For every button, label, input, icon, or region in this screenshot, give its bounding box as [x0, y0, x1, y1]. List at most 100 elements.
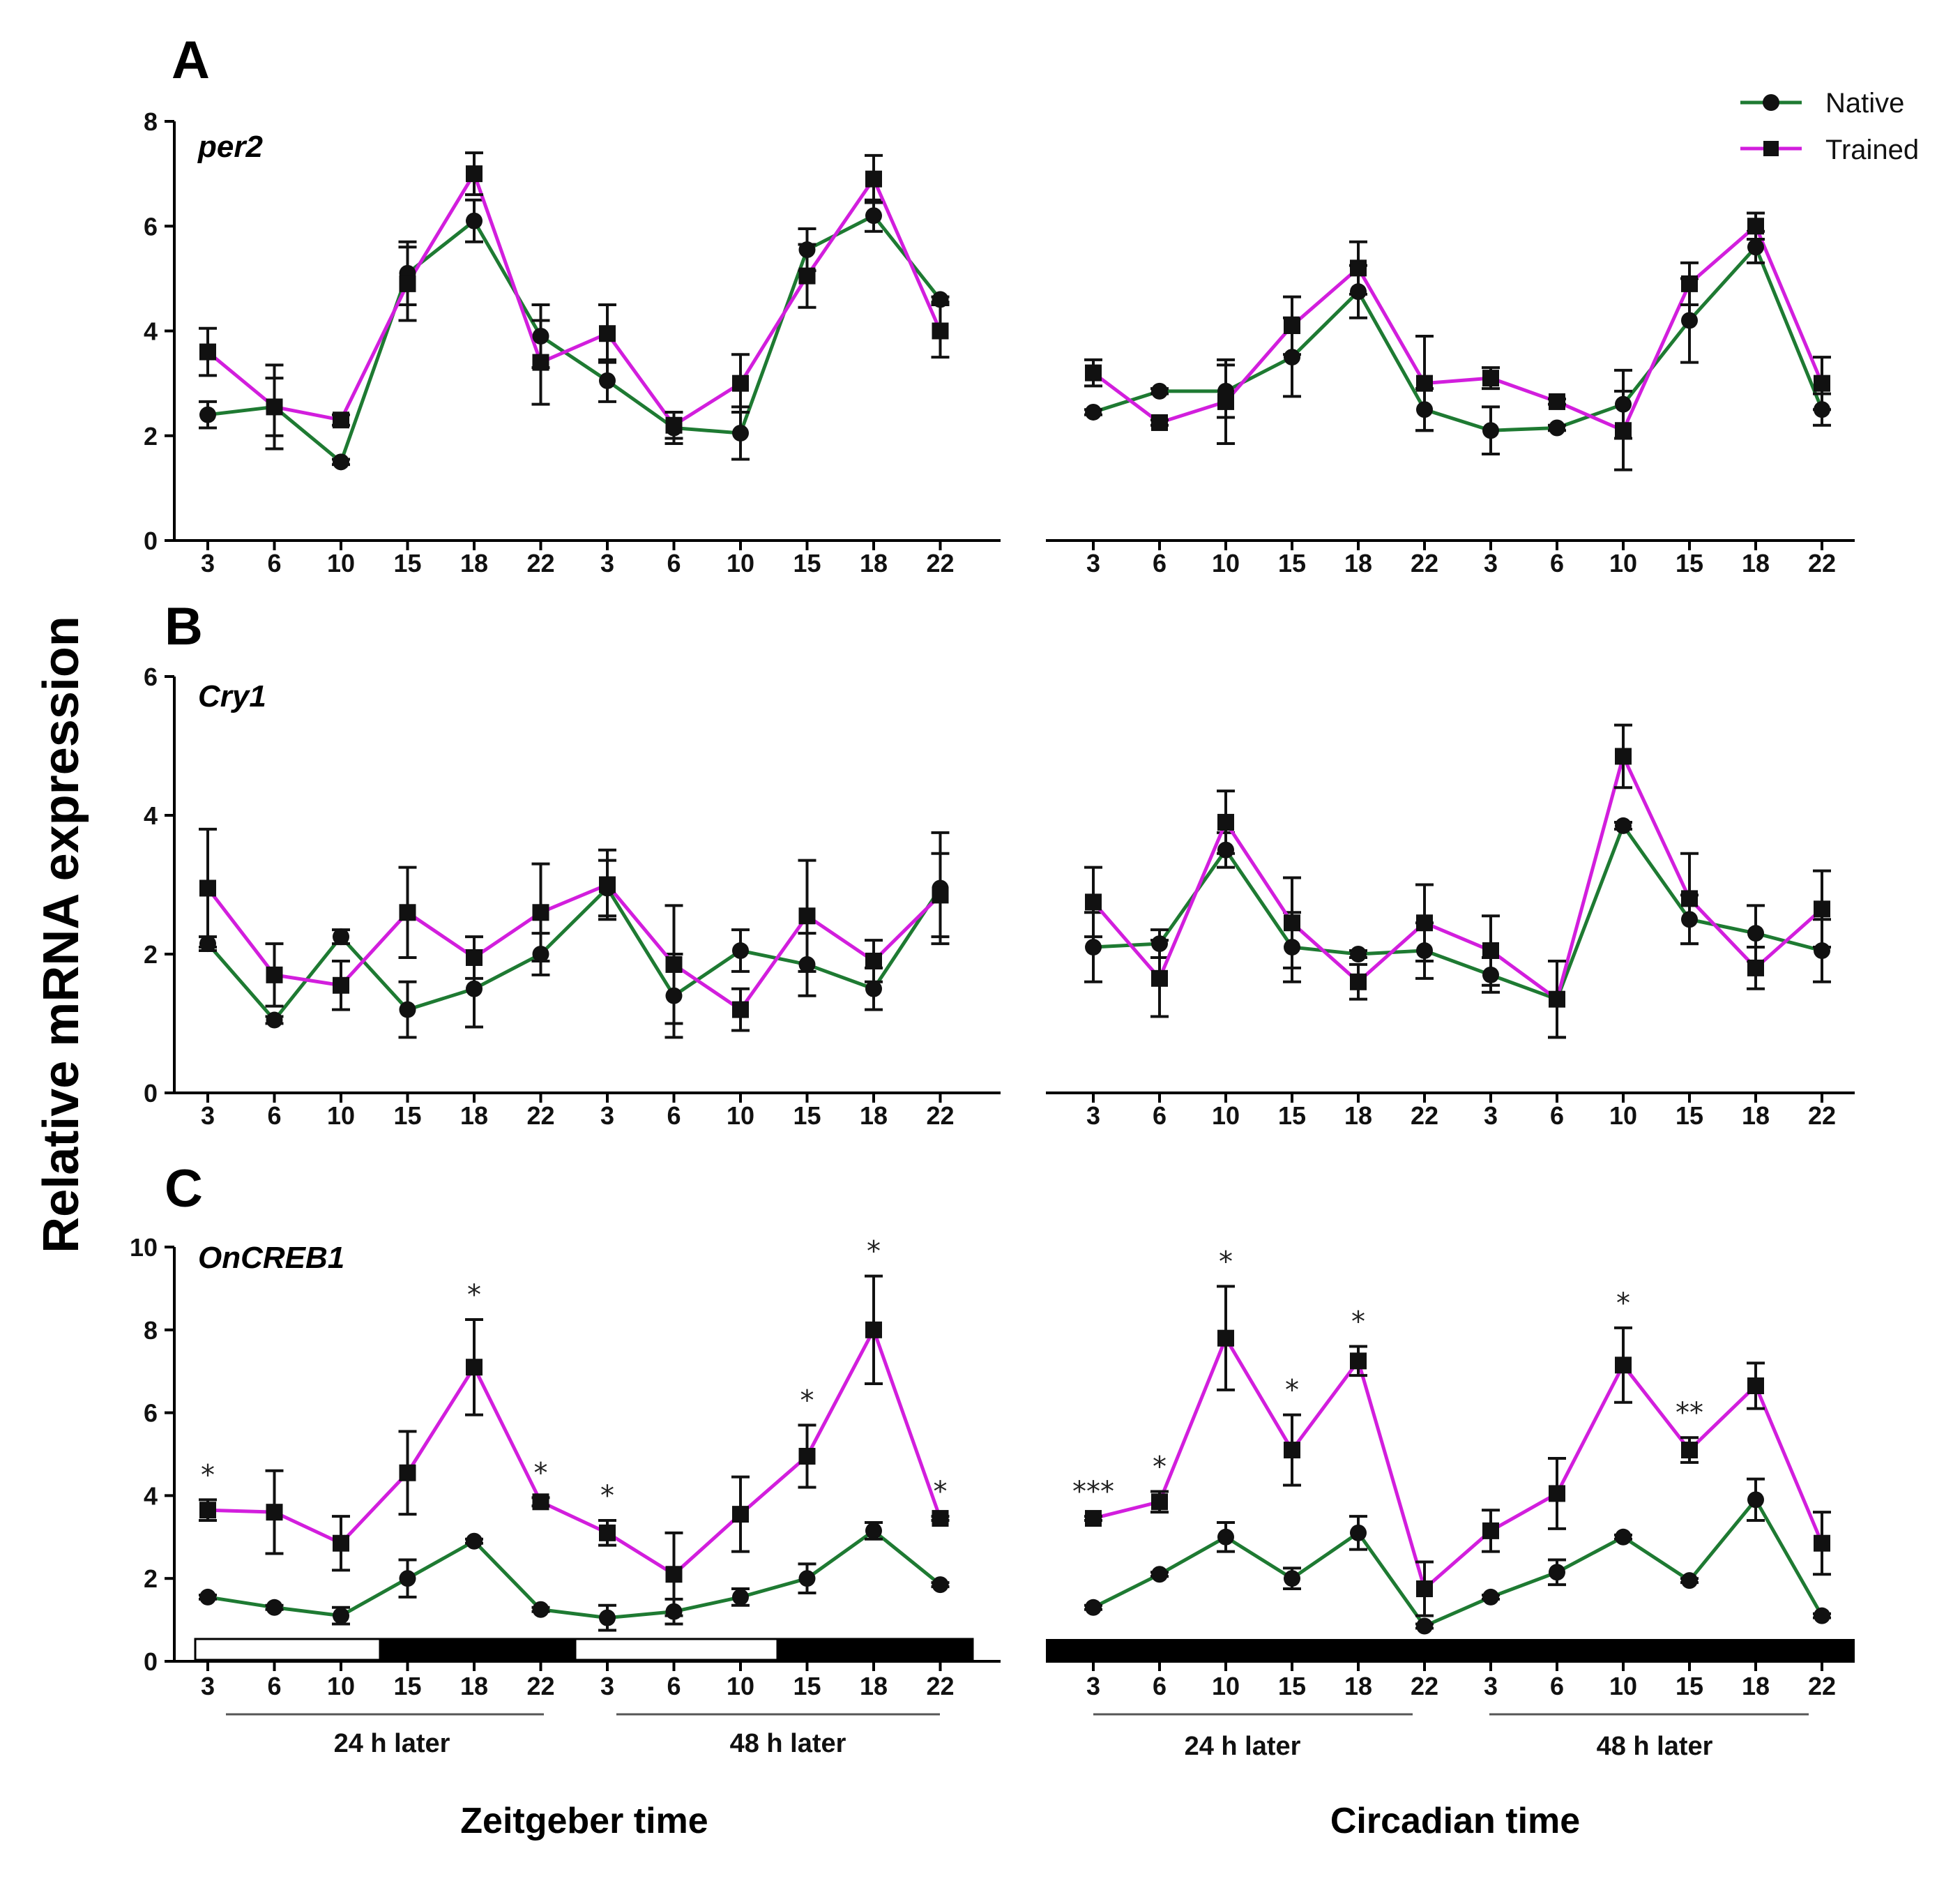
x-tick-label: 3: [600, 549, 614, 577]
data-point-native: [1284, 939, 1300, 956]
x-tick-label: 6: [667, 1101, 681, 1130]
data-point-trained: [1284, 914, 1300, 932]
x-tick-label: 3: [600, 1101, 614, 1130]
data-point-native: [732, 942, 749, 960]
data-point-native: [333, 453, 349, 471]
data-point-trained: [199, 343, 216, 361]
x-tick-label: 18: [1344, 1101, 1372, 1130]
data-point-trained: [865, 952, 882, 969]
x-tick-label: 6: [1550, 549, 1564, 577]
series-line-native: [1092, 1497, 1824, 1629]
data-point-trained: [1217, 813, 1234, 831]
x-tick-label: 15: [393, 1672, 421, 1700]
data-point-native: [1284, 1570, 1300, 1587]
legend-native-marker: [1763, 94, 1779, 111]
data-point-trained: [466, 165, 483, 183]
y-tick-label: 8: [144, 107, 158, 136]
significance-marker: ***: [1072, 1476, 1114, 1508]
y-tick-label: 2: [144, 1564, 158, 1593]
x-tick-label: 3: [600, 1672, 614, 1700]
data-point-native: [1085, 403, 1102, 421]
data-point-native: [1681, 911, 1698, 928]
data-point-trained: [1482, 942, 1499, 960]
x-tick-label: 15: [793, 549, 821, 577]
data-point-trained: [665, 1566, 683, 1583]
x-tick-label: 15: [1676, 1101, 1703, 1130]
x-tick-label: 15: [1278, 1672, 1306, 1700]
significance-marker: **: [1676, 1397, 1703, 1429]
significance-marker: *: [1616, 1287, 1630, 1320]
y-tick-label: 6: [144, 663, 158, 691]
series-line-native: [206, 886, 942, 1022]
data-point-trained: [798, 267, 816, 285]
x-tick-label: 22: [1808, 549, 1836, 577]
data-point-trained: [599, 876, 616, 893]
gene-label-oncreb1: OnCREB1: [198, 1241, 344, 1275]
data-point-native: [399, 1001, 416, 1018]
panel-b-ct: 3 6 10 15 18 22 3 6 10 15 18 22: [1046, 723, 1855, 1130]
x-tick-label: 22: [1411, 1101, 1438, 1130]
x-tick-label: 22: [926, 1672, 954, 1700]
x-tick-label: 6: [1550, 1672, 1564, 1700]
y-tick-label: 10: [130, 1233, 158, 1262]
x-tick-label: 6: [1550, 1101, 1564, 1130]
significance-marker: *: [934, 1476, 948, 1508]
series-line-trained: [1092, 754, 1823, 1002]
data-point-trained: [1284, 317, 1300, 334]
data-point-trained: [1482, 370, 1499, 387]
data-point-native: [1681, 1572, 1698, 1589]
data-point-native: [532, 328, 549, 345]
data-point-trained: [199, 879, 216, 897]
x-tick-label: 22: [1411, 1672, 1438, 1700]
data-point-native: [1615, 395, 1632, 413]
x-title-zeitgeber: Zeitgeber time: [460, 1801, 708, 1841]
y-tick-label: 0: [144, 1079, 158, 1108]
y-tick-label: 0: [144, 1647, 158, 1676]
data-point-native: [865, 207, 882, 225]
data-point-trained: [932, 1510, 949, 1527]
data-point-trained: [333, 1534, 349, 1552]
data-point-trained: [333, 411, 349, 429]
data-point-native: [1350, 946, 1367, 962]
data-point-trained: [798, 907, 816, 925]
significance-marker: *: [1285, 1375, 1299, 1407]
data-point-native: [1681, 312, 1698, 329]
x-tick-label: 15: [1676, 549, 1703, 577]
series-line-trained: [206, 172, 942, 428]
data-point-trained: [1151, 969, 1168, 987]
data-point-trained: [599, 1524, 616, 1541]
day-label-zt-48h: 48 h later: [730, 1729, 846, 1758]
data-point-trained: [399, 904, 416, 921]
data-point-trained: [1747, 959, 1764, 976]
data-point-native: [1747, 1491, 1764, 1509]
x-tick-label: 15: [1278, 1101, 1306, 1130]
data-point-trained: [1747, 218, 1764, 235]
legend: Native Trained: [1740, 88, 1919, 165]
data-point-trained: [1681, 890, 1698, 907]
data-point-trained: [532, 904, 549, 921]
data-point-trained: [532, 1493, 549, 1511]
x-tick-label: 6: [1153, 1672, 1167, 1700]
data-point-native: [1482, 966, 1499, 983]
data-point-native: [1416, 942, 1433, 960]
x-tick-label: 18: [1742, 1101, 1770, 1130]
data-point-native: [199, 1588, 216, 1606]
x-tick-label: 10: [727, 549, 754, 577]
data-point-native: [532, 1601, 549, 1618]
panel-c-ct: 3 6 10 15 18 22 3 6 10 15 18 22**********: [1046, 1246, 1855, 1700]
data-point-native: [1151, 382, 1168, 400]
panel-letter-c: C: [165, 1159, 203, 1218]
y-tick-label: 6: [144, 212, 158, 241]
gene-label-per2: per2: [197, 130, 263, 164]
data-point-trained: [1549, 990, 1565, 1008]
x-tick-label: 10: [1212, 549, 1240, 577]
data-point-trained: [1416, 914, 1433, 932]
data-point-native: [932, 1576, 949, 1594]
data-point-trained: [1085, 1510, 1102, 1527]
x-tick-label: 10: [727, 1101, 754, 1130]
data-point-trained: [1151, 1493, 1168, 1511]
data-point-trained: [665, 955, 683, 973]
data-point-native: [1350, 283, 1367, 301]
y-axis-title: Relative mRNA expression: [33, 616, 89, 1253]
